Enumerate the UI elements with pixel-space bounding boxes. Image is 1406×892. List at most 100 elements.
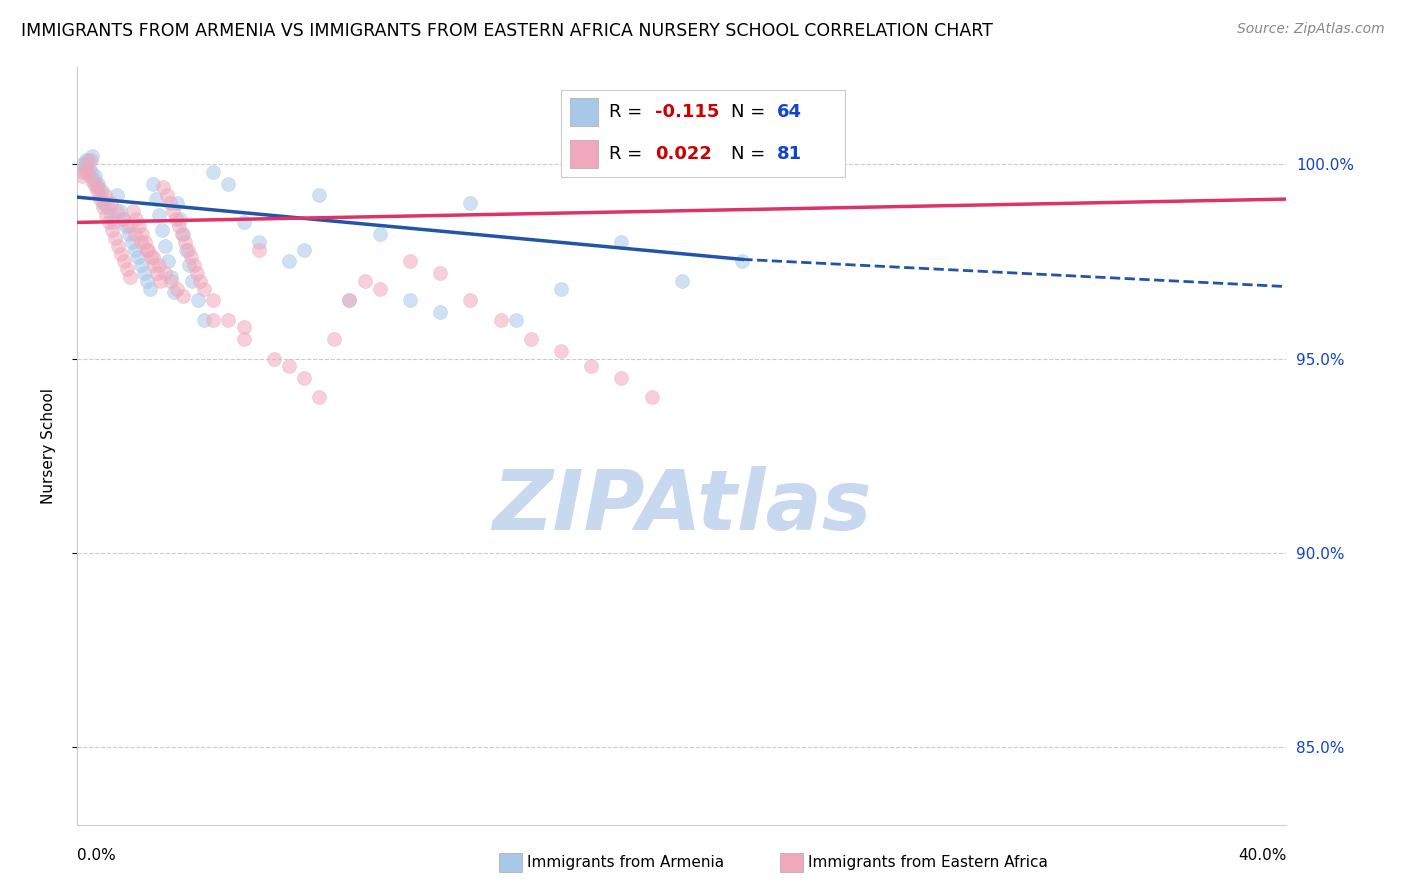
Point	[139, 281, 162, 295]
Point	[172, 227, 194, 241]
Point	[112, 254, 135, 268]
Point	[80, 165, 103, 179]
Y-axis label: Nursery School: Nursery School	[42, 388, 56, 504]
Point	[368, 281, 391, 295]
Point	[232, 320, 254, 334]
Point	[160, 269, 183, 284]
Point	[505, 312, 527, 326]
Point	[292, 243, 315, 257]
Point	[610, 235, 633, 249]
Point	[77, 165, 100, 179]
Point	[70, 169, 93, 183]
Point	[73, 161, 96, 175]
Point	[72, 165, 94, 179]
Point	[153, 266, 176, 280]
Point	[125, 211, 148, 226]
Point	[111, 211, 134, 226]
Point	[141, 251, 163, 265]
Point	[115, 262, 138, 277]
Point	[247, 235, 270, 249]
Point	[87, 180, 110, 194]
Point	[429, 305, 451, 319]
Text: 0.0%: 0.0%	[77, 848, 117, 863]
Point	[187, 293, 209, 308]
Point	[89, 188, 111, 202]
Text: Immigrants from Eastern Africa: Immigrants from Eastern Africa	[808, 855, 1049, 870]
Point	[173, 235, 195, 249]
Point	[581, 359, 603, 374]
Point	[96, 200, 118, 214]
Point	[218, 177, 240, 191]
Point	[146, 266, 169, 280]
Point	[232, 215, 254, 229]
Point	[124, 243, 146, 257]
Point	[104, 231, 127, 245]
Point	[128, 219, 150, 234]
Point	[202, 165, 225, 179]
Point	[83, 172, 105, 186]
Point	[118, 219, 141, 234]
Point	[489, 312, 512, 326]
Point	[101, 223, 124, 237]
Point	[174, 243, 197, 257]
Point	[100, 208, 122, 222]
Point	[731, 254, 754, 268]
Point	[399, 293, 422, 308]
Point	[93, 196, 115, 211]
Point	[118, 227, 141, 241]
Point	[176, 243, 198, 257]
Point	[278, 359, 301, 374]
Point	[82, 172, 104, 186]
Point	[86, 180, 108, 194]
Point	[179, 258, 201, 272]
Text: ZIPAtlas: ZIPAtlas	[492, 467, 872, 547]
Point	[166, 196, 188, 211]
Point	[135, 243, 157, 257]
Point	[90, 184, 112, 198]
Point	[153, 239, 176, 253]
Point	[77, 153, 100, 168]
Point	[131, 227, 153, 241]
Point	[98, 215, 121, 229]
Point	[142, 177, 165, 191]
Point	[202, 293, 225, 308]
Point	[193, 312, 215, 326]
Point	[353, 274, 375, 288]
Point	[75, 153, 97, 168]
Point	[152, 180, 174, 194]
Point	[124, 227, 146, 241]
Point	[163, 285, 186, 300]
Point	[148, 208, 170, 222]
Point	[129, 235, 152, 249]
Point	[202, 312, 225, 326]
Point	[641, 391, 664, 405]
Point	[110, 246, 132, 260]
Point	[142, 251, 165, 265]
Point	[160, 274, 183, 288]
Text: Source: ZipAtlas.com: Source: ZipAtlas.com	[1237, 22, 1385, 37]
Point	[610, 371, 633, 385]
Point	[114, 219, 136, 234]
Text: Immigrants from Armenia: Immigrants from Armenia	[527, 855, 724, 870]
Point	[143, 258, 166, 272]
Point	[91, 196, 114, 211]
Point	[218, 312, 240, 326]
Point	[339, 293, 360, 308]
Point	[134, 235, 156, 249]
Point	[107, 239, 129, 253]
Point	[82, 149, 104, 163]
Point	[145, 192, 167, 206]
Point	[86, 184, 108, 198]
Point	[91, 200, 114, 214]
Point	[93, 188, 115, 202]
Point	[308, 391, 330, 405]
Text: IMMIGRANTS FROM ARMENIA VS IMMIGRANTS FROM EASTERN AFRICA NURSERY SCHOOL CORRELA: IMMIGRANTS FROM ARMENIA VS IMMIGRANTS FR…	[21, 22, 993, 40]
Point	[157, 254, 180, 268]
Point	[278, 254, 301, 268]
Point	[127, 251, 149, 265]
Point	[193, 281, 215, 295]
Point	[159, 196, 181, 211]
Point	[180, 251, 202, 265]
Point	[94, 208, 117, 222]
Point	[121, 235, 143, 249]
